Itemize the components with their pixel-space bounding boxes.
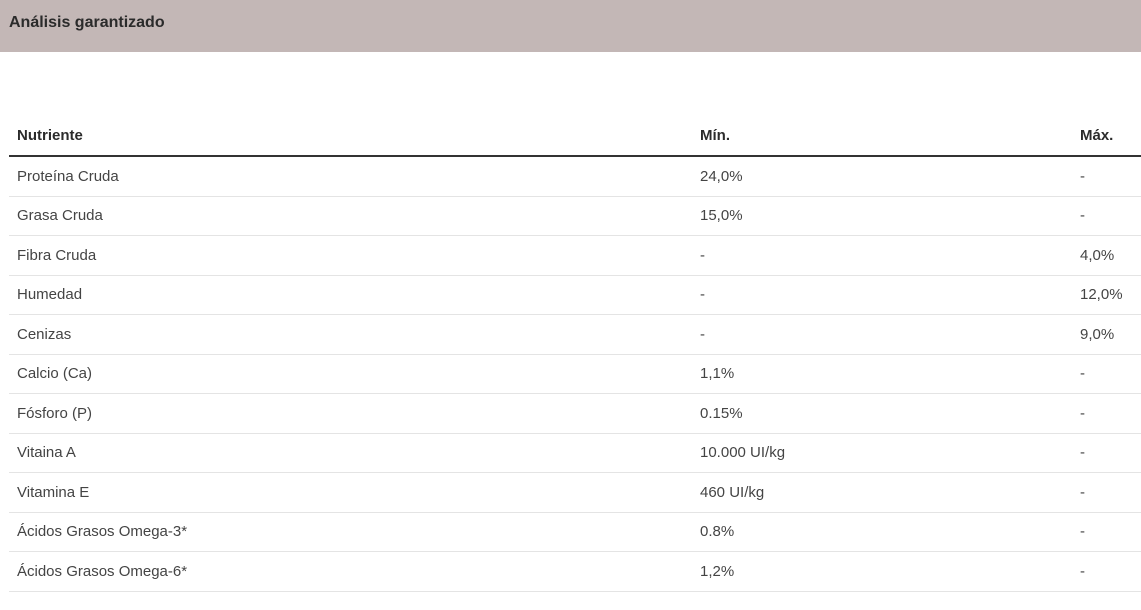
column-header-nutrient: Nutriente	[9, 116, 692, 157]
min-cell: 10.000 UI/kg	[692, 433, 1072, 473]
table-row: Fósforo (P) 0.15% -	[9, 393, 1141, 434]
max-cell: -	[1072, 433, 1141, 473]
max-cell: -	[1072, 156, 1141, 197]
table-row: Cenizas - 9,0%	[9, 314, 1141, 355]
table-row: Fibra Cruda - 4,0%	[9, 235, 1141, 276]
nutrient-cell: Grasa Cruda	[9, 196, 692, 236]
table-row: Vitaina A 10.000 UI/kg -	[9, 433, 1141, 473]
section-title: Análisis garantizado	[9, 14, 165, 31]
table-row: Humedad - 12,0%	[9, 275, 1141, 315]
section-header[interactable]: Análisis garantizado	[0, 0, 1141, 52]
max-cell: -	[1072, 354, 1141, 394]
column-header-min: Mín.	[692, 116, 1072, 157]
guaranteed-analysis-table-container: Nutriente Mín. Máx. Proteína Cruda 24,0%…	[9, 116, 1141, 592]
max-cell: -	[1072, 196, 1141, 236]
max-cell: -	[1072, 551, 1141, 592]
max-cell: 12,0%	[1072, 275, 1141, 315]
table-row: Ácidos Grasos Omega-3* 0.8% -	[9, 512, 1141, 552]
max-cell: -	[1072, 472, 1141, 513]
nutrient-cell: Ácidos Grasos Omega-3*	[9, 512, 692, 552]
max-cell: -	[1072, 512, 1141, 552]
table-header-row: Nutriente Mín. Máx.	[9, 116, 1141, 157]
min-cell: 24,0%	[692, 156, 1072, 197]
nutrient-cell: Ácidos Grasos Omega-6*	[9, 551, 692, 592]
min-cell: 15,0%	[692, 196, 1072, 236]
column-header-max: Máx.	[1072, 116, 1141, 157]
min-cell: 460 UI/kg	[692, 472, 1072, 513]
nutrient-cell: Fibra Cruda	[9, 235, 692, 276]
table-row: Vitamina E 460 UI/kg -	[9, 472, 1141, 513]
nutrient-cell: Humedad	[9, 275, 692, 315]
nutrient-cell: Vitaina A	[9, 433, 692, 473]
table-row: Proteína Cruda 24,0% -	[9, 156, 1141, 197]
nutrient-cell: Calcio (Ca)	[9, 354, 692, 394]
nutrient-cell: Vitamina E	[9, 472, 692, 513]
table-row: Ácidos Grasos Omega-6* 1,2% -	[9, 551, 1141, 592]
nutrient-cell: Proteína Cruda	[9, 156, 692, 197]
min-cell: -	[692, 314, 1072, 355]
min-cell: 1,2%	[692, 551, 1072, 592]
table-row: Calcio (Ca) 1,1% -	[9, 354, 1141, 394]
min-cell: 1,1%	[692, 354, 1072, 394]
table-row: Grasa Cruda 15,0% -	[9, 196, 1141, 236]
nutrient-cell: Fósforo (P)	[9, 393, 692, 434]
max-cell: 9,0%	[1072, 314, 1141, 355]
min-cell: 0.15%	[692, 393, 1072, 434]
min-cell: -	[692, 275, 1072, 315]
max-cell: -	[1072, 393, 1141, 434]
max-cell: 4,0%	[1072, 235, 1141, 276]
guaranteed-analysis-table: Nutriente Mín. Máx. Proteína Cruda 24,0%…	[9, 116, 1141, 592]
min-cell: 0.8%	[692, 512, 1072, 552]
min-cell: -	[692, 235, 1072, 276]
nutrient-cell: Cenizas	[9, 314, 692, 355]
